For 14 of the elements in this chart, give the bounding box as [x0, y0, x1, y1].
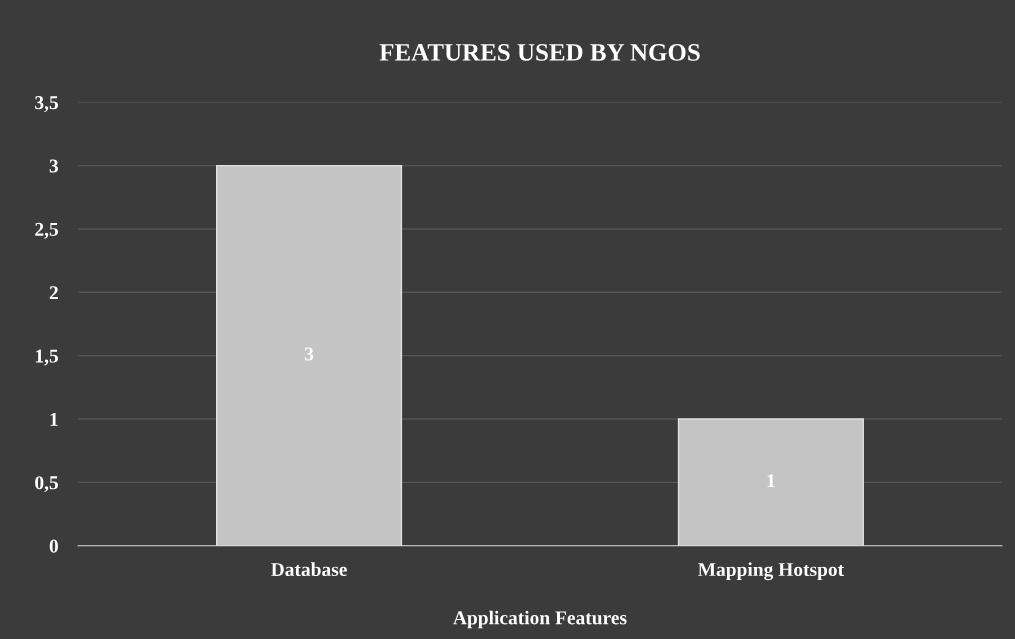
- y-tick-label: 2: [49, 286, 58, 300]
- y-tick-label: 0: [49, 539, 58, 553]
- x-tick-label: Mapping Hotspot: [698, 562, 845, 581]
- y-tick-label: 3,5: [35, 96, 58, 112]
- x-tick-label: Database: [271, 562, 347, 577]
- data-label: 3: [304, 347, 314, 361]
- data-label: 1: [767, 474, 775, 488]
- y-tick-label: 1: [50, 412, 58, 426]
- y-tick-label: 3: [49, 159, 59, 173]
- y-tick-label: 0,5: [35, 476, 58, 493]
- y-tick-label: 2,5: [35, 222, 58, 239]
- chart-title: FEATURES USED BY NGOS: [379, 44, 700, 61]
- x-axis-title: Application Features: [453, 610, 627, 629]
- y-tick-label: 1,5: [35, 349, 58, 366]
